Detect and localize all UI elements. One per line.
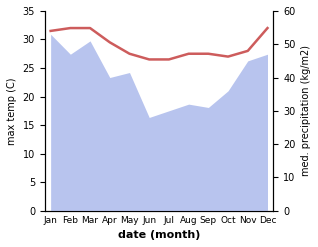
Y-axis label: max temp (C): max temp (C) bbox=[7, 77, 17, 144]
X-axis label: date (month): date (month) bbox=[118, 230, 200, 240]
Y-axis label: med. precipitation (kg/m2): med. precipitation (kg/m2) bbox=[301, 45, 311, 176]
